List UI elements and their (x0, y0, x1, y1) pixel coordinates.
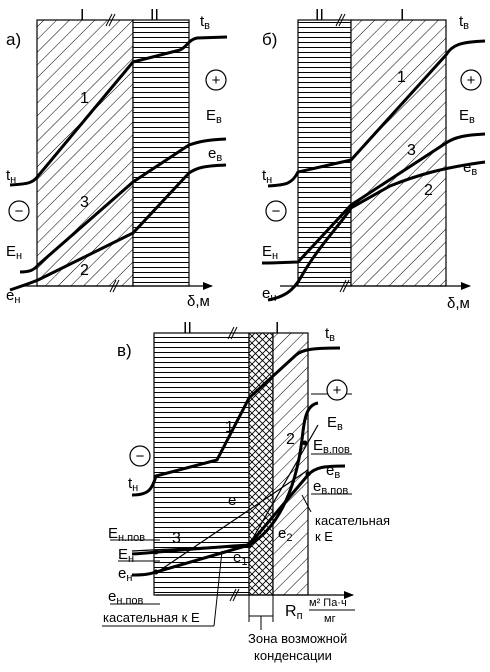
curve-2-partial (9, 163, 227, 292)
plus-sign (205, 69, 227, 91)
curve-number-3: 3 (407, 142, 416, 159)
axis-label-delta: δ,м (447, 295, 470, 312)
label-E-v: Eв (327, 414, 343, 433)
curve-3-saturation (19, 137, 227, 274)
label-e-v: eв (208, 145, 222, 164)
curve-number-2: 2 (286, 431, 295, 448)
label-t-v: tв (325, 325, 335, 344)
label-t-v: tв (200, 13, 210, 32)
svg-text:+: + (467, 72, 476, 89)
svg-text:−: − (272, 203, 281, 220)
label-e2: e2 (278, 525, 292, 544)
label-t-n: tн (128, 475, 138, 494)
label-E-v-pov: Eв.пов (313, 437, 350, 456)
zone-label-2: конденсации (254, 648, 332, 663)
svg-text:+: + (333, 382, 342, 399)
label-E-n: Eн (118, 546, 134, 565)
label-e1: e1 (233, 549, 247, 568)
layer-I-hatch (272, 332, 309, 596)
curve-number-1: 1 (225, 419, 234, 436)
panel-v: в) II I tв tн Eв Eв.пов eв eв.пов Eн.пов… (102, 320, 390, 663)
svg-text:−: − (136, 448, 145, 465)
curve-number-3: 3 (80, 194, 89, 211)
minus-sign (265, 200, 287, 222)
layer-label-I: I (80, 7, 84, 24)
label-e-v: eв (326, 462, 340, 481)
label-t-v: tв (459, 13, 469, 32)
axis-unit-denominator: мг (324, 613, 336, 625)
curve-number-2: 2 (80, 262, 89, 279)
label-e-n: eн (262, 285, 276, 304)
curve-3-saturation (261, 132, 486, 265)
curve-number-3: 3 (172, 530, 181, 547)
label-t-n: tн (6, 167, 16, 186)
tangent-label-bottom: касательная к Е (103, 610, 200, 625)
label-E-n: Eн (6, 243, 22, 262)
panel-b: б) II I tв tн Eв eв Eн eн 1 3 2 + − δ,м (261, 7, 486, 312)
curve-number-2: 2 (424, 182, 433, 199)
label-E-n-pov: Eн.пов (108, 525, 145, 544)
label-e-n-pov: eн.пов (108, 588, 144, 607)
layer-label-I: I (275, 320, 279, 337)
label-t-n: tн (262, 167, 272, 186)
label-e: e (228, 492, 236, 509)
curve-3-saturation (131, 401, 319, 556)
curve-1-temperature (267, 39, 486, 188)
label-E-n: Eн (262, 243, 278, 262)
layer-label-I: I (400, 7, 404, 24)
curve-1-temperature (131, 346, 341, 497)
label-e-n: eн (6, 287, 20, 306)
minus-sign (8, 200, 30, 222)
axis-unit-numerator: м² Па·ч (309, 597, 347, 609)
panel-letter: в) (117, 341, 132, 360)
plus-sign (326, 379, 348, 401)
svg-text:−: − (15, 203, 24, 220)
zone-label-1: Зона возможной (248, 631, 347, 646)
panel-letter: б) (262, 30, 277, 49)
tangent-label-right: касательная (315, 513, 390, 528)
layer-I-crosshatch (248, 332, 274, 596)
curve-2-partial (267, 160, 486, 302)
curve-1-temperature (9, 35, 228, 187)
layer-II-hatch (297, 19, 352, 287)
axis-label-delta: δ,м (187, 293, 210, 310)
label-e-v-pov: eв.пов (313, 478, 348, 497)
label-E-v: Eв (459, 107, 475, 126)
label-e-v: eв (463, 159, 477, 178)
minus-sign (129, 445, 151, 467)
layer-I-hatch (36, 19, 134, 287)
svg-text:+: + (212, 72, 221, 89)
label-e-n: eн (118, 565, 132, 584)
layer-label-II: II (183, 320, 192, 337)
layer-II-hatch (132, 19, 190, 287)
tangent-label-right-2: к Е (315, 529, 333, 544)
layer-label-II: II (315, 7, 324, 24)
plus-sign (460, 69, 482, 91)
curve-number-1: 1 (80, 90, 89, 107)
panel-letter: а) (6, 30, 21, 49)
tangent-line-left (131, 544, 250, 552)
panel-a: а) I II tв tн Eв eв Eн eн 1 3 2 + − δ,м (6, 7, 228, 310)
layer-label-II: II (150, 7, 159, 24)
curve-number-1: 1 (397, 69, 406, 86)
label-E-v: Eв (206, 107, 222, 126)
axis-label-Rp: Rп (285, 603, 303, 622)
